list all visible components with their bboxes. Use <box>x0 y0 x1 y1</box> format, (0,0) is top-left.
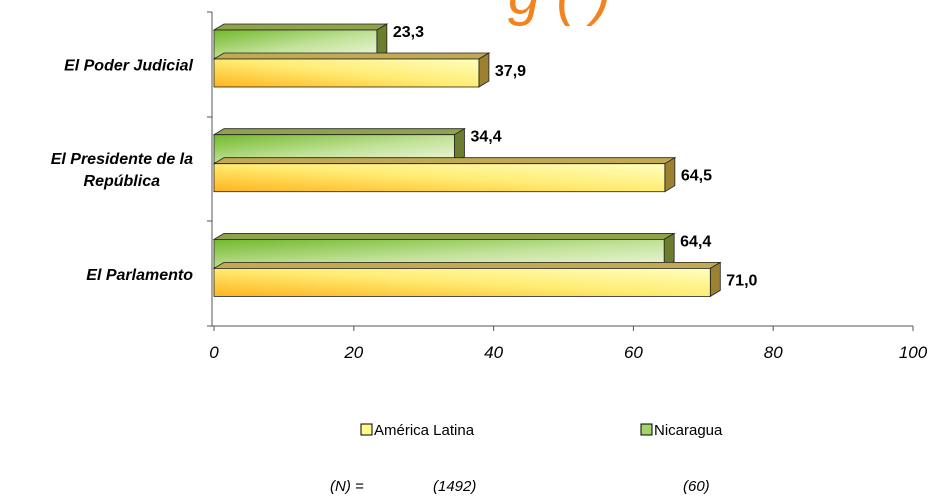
value-label-nicaragua-el-presidente-de-la-republica: 34,4 <box>470 129 501 146</box>
x-tick-label: 100 <box>899 343 928 362</box>
bar-top-nicaragua-el-presidente-de-la-republica <box>212 128 466 136</box>
category-label-el-presidente-de-la-republica: El Presidente de la República <box>51 151 193 190</box>
legend-label-america-latina: América Latina <box>374 422 475 439</box>
value-label-nicaragua-el-parlamento: 64,4 <box>680 233 711 250</box>
category-label-el-poder-judicial: El Poder Judicial <box>64 57 193 74</box>
legend-swatch-america-latina <box>360 423 373 436</box>
bar-top-nicaragua-el-parlamento <box>212 232 676 240</box>
value-label-america-latina-el-poder-judicial: 37,9 <box>495 63 526 80</box>
bar-top-nicaragua-el-poder-judicial <box>212 23 389 31</box>
bar-america-latina-el-parlamento <box>213 267 711 297</box>
category-label-line: El Poder Judicial <box>64 57 193 74</box>
sample-size-nicaragua: (60) <box>683 478 710 495</box>
bar-side-america-latina-el-poder-judicial <box>478 52 490 88</box>
sample-size-row: (N) = (1492) (60) <box>330 478 710 495</box>
x-tick-label: 80 <box>764 343 783 362</box>
category-label-line: El Presidente de la <box>51 151 193 168</box>
category-label-line: El Parlamento <box>86 267 193 284</box>
bar-side-america-latina-el-parlamento <box>709 261 721 298</box>
value-label-america-latina-el-presidente-de-la-republica: 64,5 <box>681 168 712 185</box>
x-tick-label: 40 <box>484 343 503 362</box>
x-tick-label: 60 <box>624 343 643 362</box>
category-label-line: República <box>84 173 161 190</box>
value-label-america-latina-el-parlamento: 71,0 <box>726 272 757 289</box>
value-label-nicaragua-el-poder-judicial: 23,3 <box>393 24 424 41</box>
category-label-el-parlamento: El Parlamento <box>86 267 193 284</box>
bar-side-america-latina-el-presidente-de-la-republica <box>664 156 676 193</box>
bar-america-latina-el-poder-judicial <box>213 58 480 88</box>
chart-title-fragment: g ( ) <box>508 0 611 27</box>
bar-top-america-latina-el-presidente-de-la-republica <box>212 157 677 165</box>
x-tick-label: 20 <box>343 343 363 362</box>
legend-label-nicaragua: Nicaragua <box>654 422 723 439</box>
sample-size-america-latina: (1492) <box>433 478 476 495</box>
bar-top-america-latina-el-poder-judicial <box>212 52 491 60</box>
bar-top-america-latina-el-parlamento <box>212 261 722 269</box>
legend: América Latina Nicaragua <box>360 422 723 439</box>
sample-size-prefix: (N) = <box>330 478 364 495</box>
x-tick-label: 0 <box>209 343 219 362</box>
bar-america-latina-el-presidente-de-la-republica <box>213 163 666 193</box>
legend-swatch-nicaragua <box>640 423 653 436</box>
